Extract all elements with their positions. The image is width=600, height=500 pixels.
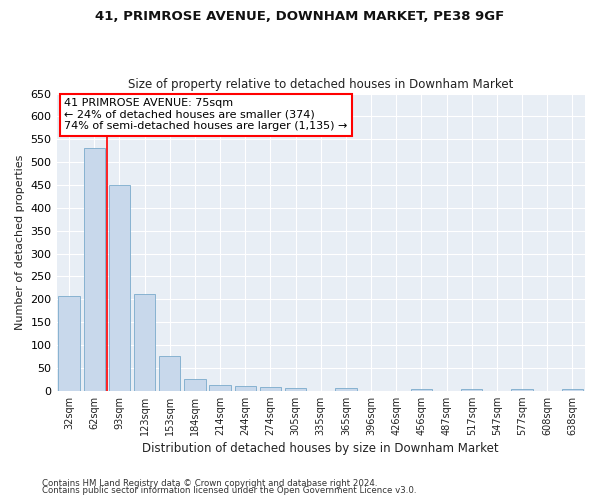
Bar bbox=[260, 387, 281, 390]
Text: Contains HM Land Registry data © Crown copyright and database right 2024.: Contains HM Land Registry data © Crown c… bbox=[42, 478, 377, 488]
Bar bbox=[134, 294, 155, 390]
Text: 41, PRIMROSE AVENUE, DOWNHAM MARKET, PE38 9GF: 41, PRIMROSE AVENUE, DOWNHAM MARKET, PE3… bbox=[95, 10, 505, 23]
Bar bbox=[83, 148, 105, 390]
Y-axis label: Number of detached properties: Number of detached properties bbox=[15, 154, 25, 330]
X-axis label: Distribution of detached houses by size in Downham Market: Distribution of detached houses by size … bbox=[142, 442, 499, 455]
Text: Contains public sector information licensed under the Open Government Licence v3: Contains public sector information licen… bbox=[42, 486, 416, 495]
Bar bbox=[235, 386, 256, 390]
Bar bbox=[109, 185, 130, 390]
Bar bbox=[335, 388, 356, 390]
Bar bbox=[209, 385, 231, 390]
Text: 41 PRIMROSE AVENUE: 75sqm
← 24% of detached houses are smaller (374)
74% of semi: 41 PRIMROSE AVENUE: 75sqm ← 24% of detac… bbox=[64, 98, 348, 131]
Bar bbox=[285, 388, 307, 390]
Bar bbox=[461, 389, 482, 390]
Title: Size of property relative to detached houses in Downham Market: Size of property relative to detached ho… bbox=[128, 78, 514, 91]
Bar bbox=[159, 356, 181, 390]
Bar bbox=[184, 379, 206, 390]
Bar bbox=[58, 296, 80, 390]
